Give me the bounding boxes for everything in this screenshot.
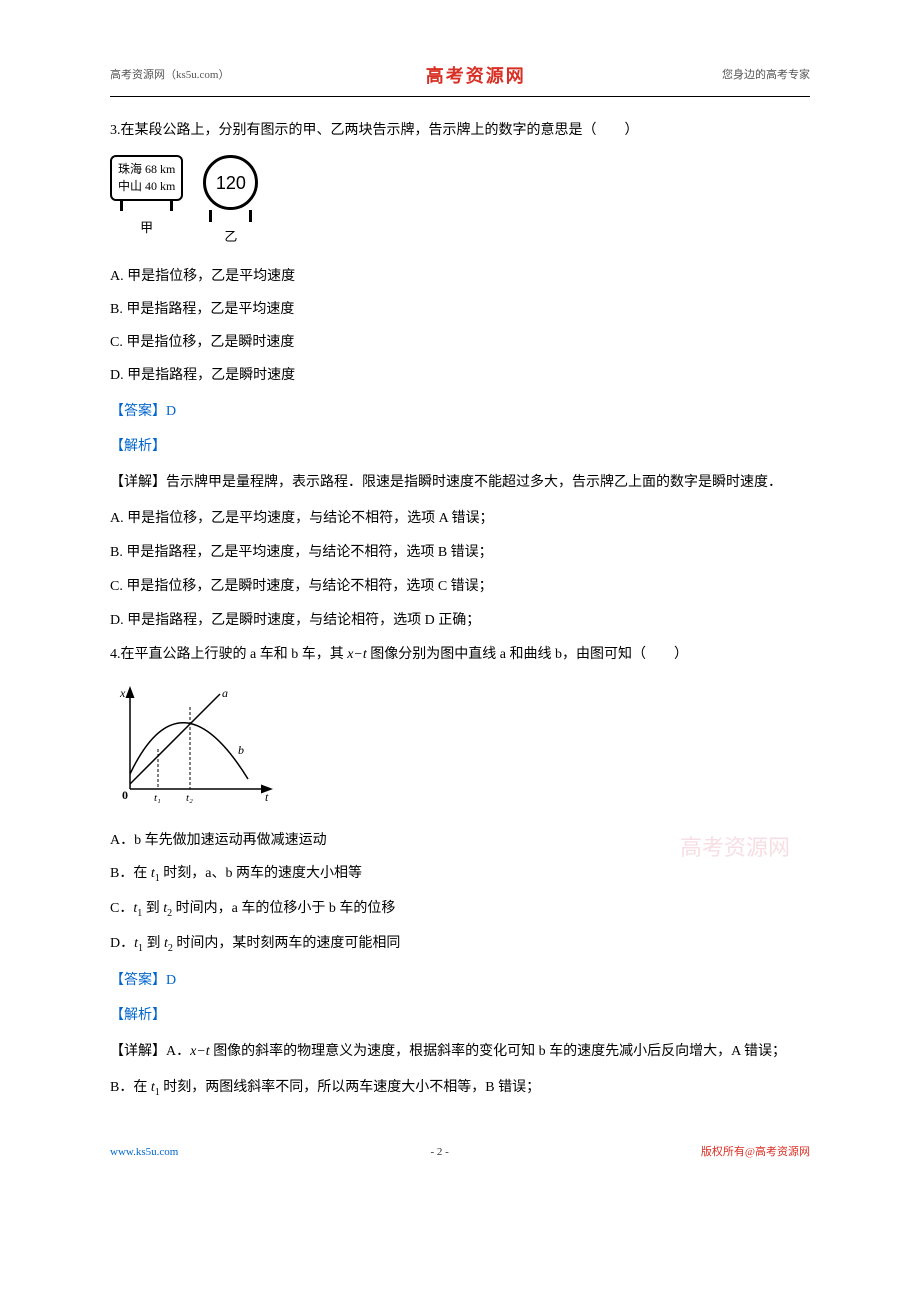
svg-text:b: b: [238, 743, 244, 757]
q4-xt: x−t: [347, 647, 367, 662]
q4-detailA-suffix: 图像的斜率的物理意义为速度，根据斜率的变化可知 b 车的速度先减小后反向增大，A…: [213, 1044, 786, 1059]
q4-text-prefix: 在平直公路上行驶的 a 车和 b 车，其: [121, 647, 344, 662]
q3-sub-d: D. 甲是指路程，乙是瞬时速度，与结论相符，选项 D 正确；: [110, 607, 810, 635]
sign1-line2: 中山 40 km: [118, 178, 175, 195]
q3-answer-label: 【答案】: [110, 404, 166, 419]
q3-sub-a: A. 甲是指位移，乙是平均速度，与结论不相符，选项 A 错误；: [110, 505, 810, 533]
sign1-line1: 珠海 68 km: [118, 161, 175, 178]
q3-detail: 【详解】告示牌甲是量程牌，表示路程．限速是指瞬时速度不能超过多大，告示牌乙上面的…: [110, 469, 810, 497]
q3-analysis-label: 【解析】: [110, 434, 810, 459]
q4b-prefix: B．在: [110, 866, 147, 881]
question-4: 4.在平直公路上行驶的 a 车和 b 车，其 x−t 图像分别为图中直线 a 和…: [110, 641, 810, 1103]
svg-text:0: 0: [122, 788, 128, 802]
q3-detail-text: 告示牌甲是量程牌，表示路程．限速是指瞬时速度不能超过多大，告示牌乙上面的数字是瞬…: [166, 475, 782, 490]
q3-stem: 在某段公路上，分别有图示的甲、乙两块告示牌，告示牌上的数字的意思是（ ）: [121, 123, 639, 138]
sign-jia: 珠海 68 km 中山 40 km 甲: [110, 155, 183, 239]
q3-figures: 珠海 68 km 中山 40 km 甲 120 乙: [110, 155, 810, 248]
q3-detail-label: 【详解】: [110, 475, 166, 490]
q4-graph: a b 0 t₁ t₂ t x: [110, 679, 810, 818]
q4-text: 4.在平直公路上行驶的 a 车和 b 车，其 x−t 图像分别为图中直线 a 和…: [110, 641, 810, 669]
sign2-label: 乙: [203, 225, 258, 248]
q4c-prefix: C．: [110, 901, 133, 916]
svg-text:t₂: t₂: [186, 792, 193, 804]
footer-left: www.ks5u.com: [110, 1143, 178, 1163]
q3-answer-value: D: [166, 404, 176, 419]
svg-text:t₁: t₁: [154, 792, 161, 804]
q3-option-c: C. 甲是指位移，乙是瞬时速度: [110, 330, 810, 355]
q4-detail-a: 【详解】A．x−t 图像的斜率的物理意义为速度，根据斜率的变化可知 b 车的速度…: [110, 1038, 810, 1066]
q3-sub-c: C. 甲是指位移，乙是瞬时速度，与结论不相符，选项 C 错误；: [110, 573, 810, 601]
footer-right: 版权所有@高考资源网: [701, 1143, 810, 1163]
q3-option-b: B. 甲是指路程，乙是平均速度: [110, 297, 810, 322]
svg-text:a: a: [222, 686, 228, 700]
header-left: 高考资源网（ks5u.com）: [110, 66, 229, 86]
distance-sign: 珠海 68 km 中山 40 km: [110, 155, 183, 201]
page-footer: www.ks5u.com - 2 - 版权所有@高考资源网: [110, 1133, 810, 1163]
q3-answer: 【答案】D: [110, 399, 810, 424]
q3-sub-b: B. 甲是指路程，乙是平均速度，与结论不相符，选项 B 错误；: [110, 539, 810, 567]
q4-detail-label: 【详解】: [110, 1044, 166, 1059]
q4-answer-label: 【答案】: [110, 973, 166, 988]
q4-analysis-label: 【解析】: [110, 1003, 810, 1028]
speed-value: 120: [216, 167, 246, 199]
sign1-label: 甲: [110, 216, 183, 239]
sign-yi: 120 乙: [203, 155, 258, 248]
q4-answer-value: D: [166, 973, 176, 988]
q4-option-d: D．t1 到 t2 时间内，某时刻两车的速度可能相同: [110, 931, 810, 958]
q4-detail-b: B．在 t1 时刻，两图线斜率不同，所以两车速度大小不相等，B 错误；: [110, 1074, 810, 1103]
header-center: 高考资源网: [426, 60, 526, 92]
speed-sign: 120: [203, 155, 258, 210]
header-right: 您身边的高考专家: [722, 66, 810, 86]
xt-graph-svg: a b 0 t₁ t₂ t x: [110, 679, 280, 809]
q4d-suffix: 时间内，某时刻两车的速度可能相同: [176, 936, 400, 951]
q4d-prefix: D．: [110, 936, 134, 951]
q4-option-c: C．t1 到 t2 时间内，a 车的位移小于 b 车的位移: [110, 896, 810, 923]
svg-text:t: t: [265, 790, 269, 804]
footer-center: - 2 -: [430, 1143, 448, 1163]
q3-text: 3.在某段公路上，分别有图示的甲、乙两块告示牌，告示牌上的数字的意思是（ ）: [110, 117, 810, 145]
q3-option-d: D. 甲是指路程，乙是瞬时速度: [110, 363, 810, 388]
page-header: 高考资源网（ks5u.com） 高考资源网 您身边的高考专家: [110, 60, 810, 97]
q4c-suffix: 时间内，a 车的位移小于 b 车的位移: [176, 901, 396, 916]
q4-detailB-suffix: 时刻，两图线斜率不同，所以两车速度大小不相等，B 错误；: [163, 1080, 540, 1095]
question-3: 3.在某段公路上，分别有图示的甲、乙两块告示牌，告示牌上的数字的意思是（ ） 珠…: [110, 117, 810, 635]
q3-option-a: A. 甲是指位移，乙是平均速度: [110, 264, 810, 289]
q4-text-suffix: 图像分别为图中直线 a 和曲线 b，由图可知（ ）: [370, 647, 688, 662]
q4b-suffix: 时刻，a、b 两车的速度大小相等: [163, 866, 362, 881]
q4-answer: 【答案】D: [110, 968, 810, 993]
watermark: 高考资源网: [680, 828, 790, 868]
q3-number: 3.: [110, 123, 121, 138]
q4-number: 4.: [110, 647, 121, 662]
svg-text:x: x: [119, 686, 126, 700]
